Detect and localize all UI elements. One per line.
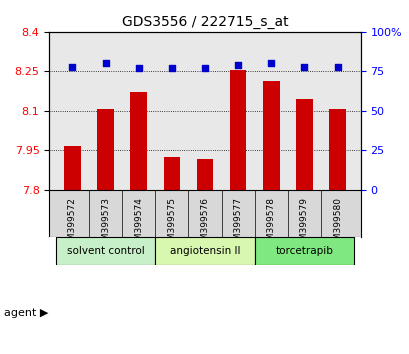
Text: GSM399578: GSM399578 (266, 197, 275, 252)
Point (168, 65, 175, 71)
Text: GSM399580: GSM399580 (332, 197, 341, 252)
Bar (155, 237, 254, 266)
Text: GSM399575: GSM399575 (167, 197, 176, 252)
Text: angiotensin II: angiotensin II (169, 246, 240, 256)
Bar (229, 70, 246, 190)
Title: GDS3556 / 222715_s_at: GDS3556 / 222715_s_at (121, 16, 288, 29)
Point (333, 64, 340, 69)
Text: GSM399579: GSM399579 (299, 197, 308, 252)
Bar (163, 157, 180, 190)
Text: GSM399576: GSM399576 (200, 197, 209, 252)
Point (135, 65, 142, 71)
Text: GSM399572: GSM399572 (68, 197, 77, 252)
Text: GSM399573: GSM399573 (101, 197, 110, 252)
Text: solvent control: solvent control (67, 246, 144, 256)
Point (267, 61, 274, 66)
Text: GSM399577: GSM399577 (233, 197, 242, 252)
Bar (56, 237, 155, 266)
Bar (64, 146, 81, 190)
Point (102, 61, 108, 66)
Point (201, 65, 208, 71)
Text: agent ▶: agent ▶ (4, 308, 48, 318)
Point (69, 64, 76, 69)
Point (301, 64, 307, 69)
Bar (97, 109, 114, 190)
Bar (328, 109, 345, 190)
Text: torcetrapib: torcetrapib (275, 246, 333, 256)
Bar (196, 159, 213, 190)
Bar (254, 237, 353, 266)
Point (234, 62, 241, 68)
Bar (295, 99, 312, 190)
Bar (262, 81, 279, 190)
Bar (130, 92, 147, 190)
Text: GSM399574: GSM399574 (134, 197, 143, 252)
